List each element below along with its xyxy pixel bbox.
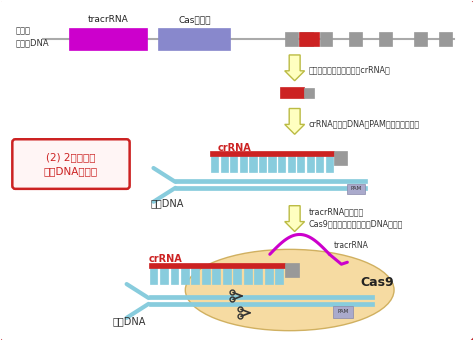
Text: crRNA: crRNA xyxy=(148,254,182,264)
Bar xyxy=(280,87,304,98)
Bar xyxy=(171,268,178,284)
Bar xyxy=(148,302,374,306)
Bar xyxy=(233,268,241,284)
Bar xyxy=(333,306,353,318)
Bar xyxy=(148,263,285,268)
Bar xyxy=(275,268,283,284)
Bar xyxy=(268,156,276,172)
Bar xyxy=(244,268,252,284)
Bar xyxy=(230,156,237,172)
Bar xyxy=(319,32,332,46)
Bar xyxy=(221,156,228,172)
Bar xyxy=(316,156,323,172)
Polygon shape xyxy=(285,206,305,232)
Bar xyxy=(259,156,266,172)
Bar xyxy=(335,151,347,165)
Bar xyxy=(175,187,367,190)
Bar xyxy=(347,184,365,194)
Bar xyxy=(255,268,262,284)
Bar xyxy=(249,156,256,172)
Bar xyxy=(175,179,367,183)
Bar xyxy=(202,268,210,284)
Polygon shape xyxy=(285,55,305,81)
Bar xyxy=(379,32,392,46)
Bar xyxy=(158,28,230,50)
Bar xyxy=(326,156,333,172)
Bar xyxy=(278,156,285,172)
Bar xyxy=(210,151,335,156)
Polygon shape xyxy=(285,108,305,134)
Bar xyxy=(414,32,427,46)
Text: crRNA: crRNA xyxy=(218,143,252,153)
Ellipse shape xyxy=(185,249,394,331)
Text: tracrRNAが結合、
Cas9が活性向され、外敵DNAが切断: tracrRNAが結合、 Cas9が活性向され、外敵DNAが切断 xyxy=(309,207,403,228)
Text: crRNAが外敵DNAのPAM配列上流に結合: crRNAが外敵DNAのPAM配列上流に結合 xyxy=(309,119,419,128)
Text: (2) 2回目以降
外敵DNA侵入時: (2) 2回目以降 外敵DNA侵入時 xyxy=(44,152,98,176)
Bar xyxy=(181,268,189,284)
Bar xyxy=(240,156,247,172)
Text: Cas9: Cas9 xyxy=(360,276,394,288)
Bar xyxy=(349,32,362,46)
Text: 外敵DNA: 外敵DNA xyxy=(113,316,146,326)
Bar xyxy=(150,268,157,284)
Text: 外敵DNA: 外敵DNA xyxy=(151,198,184,208)
Bar xyxy=(300,32,312,46)
FancyBboxPatch shape xyxy=(12,139,129,189)
Bar xyxy=(69,28,146,50)
Text: Cas遺伝子: Cas遺伝子 xyxy=(178,15,210,24)
Bar xyxy=(212,268,220,284)
Bar xyxy=(307,156,314,172)
Text: 転写されて切断後、成熟crRNAに: 転写されて切断後、成熟crRNAに xyxy=(309,65,390,74)
Bar xyxy=(285,263,299,277)
Bar xyxy=(265,268,273,284)
Text: 宿主の
ゲノムDNA: 宿主の ゲノムDNA xyxy=(15,27,49,47)
Bar xyxy=(148,295,374,299)
Bar xyxy=(223,268,231,284)
Text: tracrRNA: tracrRNA xyxy=(333,241,368,250)
Bar xyxy=(439,32,452,46)
Bar xyxy=(211,156,219,172)
Text: PAM: PAM xyxy=(351,186,362,191)
Text: tracrRNA: tracrRNA xyxy=(87,15,128,24)
Text: PAM: PAM xyxy=(338,309,349,314)
Bar xyxy=(160,268,168,284)
Bar xyxy=(191,268,200,284)
Bar xyxy=(288,156,295,172)
Bar xyxy=(297,156,304,172)
Bar xyxy=(285,32,298,46)
Bar xyxy=(299,32,319,46)
Bar xyxy=(304,88,313,98)
